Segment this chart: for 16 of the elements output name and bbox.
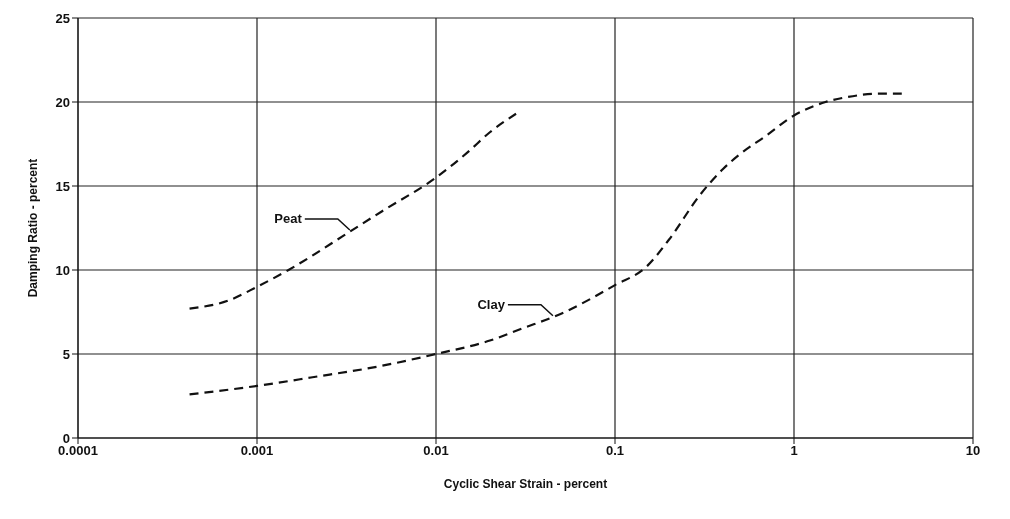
y-tick-label: 5 (62, 346, 70, 362)
y-tick-label: 15 (55, 178, 70, 194)
y-axis-title: Damping Ratio - percent (26, 158, 41, 298)
y-tick-label: 10 (55, 262, 70, 278)
annotation: Peat (274, 211, 303, 227)
x-tick-label: 1 (790, 443, 798, 459)
x-tick-label: 0.01 (423, 443, 449, 459)
annotation: Clay (477, 296, 506, 312)
x-tick-label: 10 (965, 443, 981, 459)
y-tick-label: 25 (55, 10, 70, 26)
x-axis-title: Cyclic Shear Strain - percent (443, 477, 608, 491)
x-tick-label: 0.1 (605, 443, 625, 459)
y-tick-label: 20 (55, 94, 70, 110)
x-tick-label: 0.0001 (58, 443, 98, 459)
y-tick-label: 0 (62, 430, 70, 446)
x-tick-label: 0.001 (240, 443, 274, 459)
